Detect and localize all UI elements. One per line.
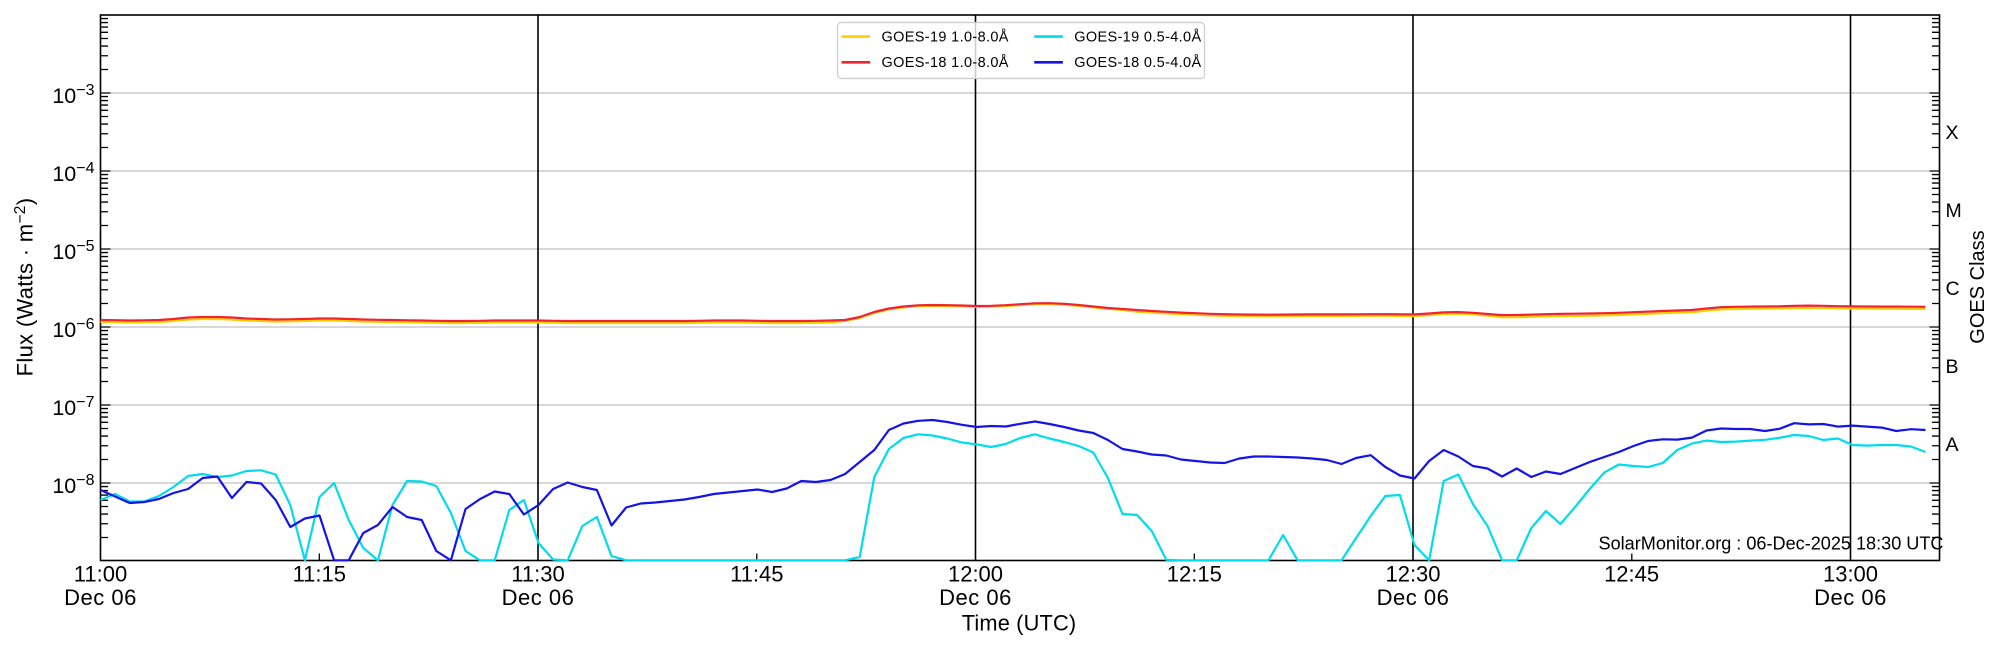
- svg-text:10−5: 10−5: [52, 238, 94, 264]
- svg-text:X: X: [1946, 122, 1959, 144]
- svg-text:B: B: [1946, 356, 1959, 378]
- svg-text:12:15: 12:15: [1167, 562, 1222, 587]
- svg-text:GOES-19 0.5-4.0Å: GOES-19 0.5-4.0Å: [1074, 29, 1201, 46]
- svg-text:SolarMonitor.org : 06-Dec-2025: SolarMonitor.org : 06-Dec-2025 18:30 UTC: [1599, 534, 1944, 554]
- svg-text:12:00: 12:00: [948, 562, 1003, 587]
- svg-text:10−7: 10−7: [52, 394, 94, 420]
- svg-text:Dec 06: Dec 06: [1814, 585, 1887, 610]
- svg-text:13:00: 13:00: [1823, 562, 1878, 587]
- svg-text:10−6: 10−6: [52, 316, 94, 342]
- svg-text:10−4: 10−4: [52, 160, 94, 186]
- svg-text:11:30: 11:30: [511, 562, 564, 587]
- svg-text:GOES Class: GOES Class: [1967, 230, 1989, 343]
- svg-text:M: M: [1946, 200, 1962, 222]
- svg-text:Dec 06: Dec 06: [502, 585, 575, 610]
- svg-text:Flux (Watts · m−2): Flux (Watts · m−2): [12, 198, 38, 377]
- svg-text:12:30: 12:30: [1385, 562, 1440, 587]
- svg-text:GOES-18 0.5-4.0Å: GOES-18 0.5-4.0Å: [1074, 54, 1201, 71]
- svg-text:11:45: 11:45: [730, 562, 783, 587]
- svg-text:GOES-19 1.0-8.0Å: GOES-19 1.0-8.0Å: [882, 29, 1009, 46]
- svg-text:Time (UTC): Time (UTC): [962, 611, 1077, 636]
- svg-text:Dec 06: Dec 06: [64, 585, 137, 610]
- svg-text:11:15: 11:15: [293, 562, 346, 587]
- svg-text:GOES-18 1.0-8.0Å: GOES-18 1.0-8.0Å: [882, 54, 1009, 71]
- svg-text:A: A: [1946, 434, 1959, 456]
- svg-text:Dec 06: Dec 06: [1377, 585, 1450, 610]
- svg-text:Dec 06: Dec 06: [939, 585, 1012, 610]
- svg-text:12:45: 12:45: [1604, 562, 1659, 587]
- svg-text:10−3: 10−3: [52, 82, 94, 108]
- svg-text:10−8: 10−8: [52, 472, 94, 498]
- svg-text:C: C: [1946, 278, 1960, 300]
- svg-text:11:00: 11:00: [74, 562, 127, 587]
